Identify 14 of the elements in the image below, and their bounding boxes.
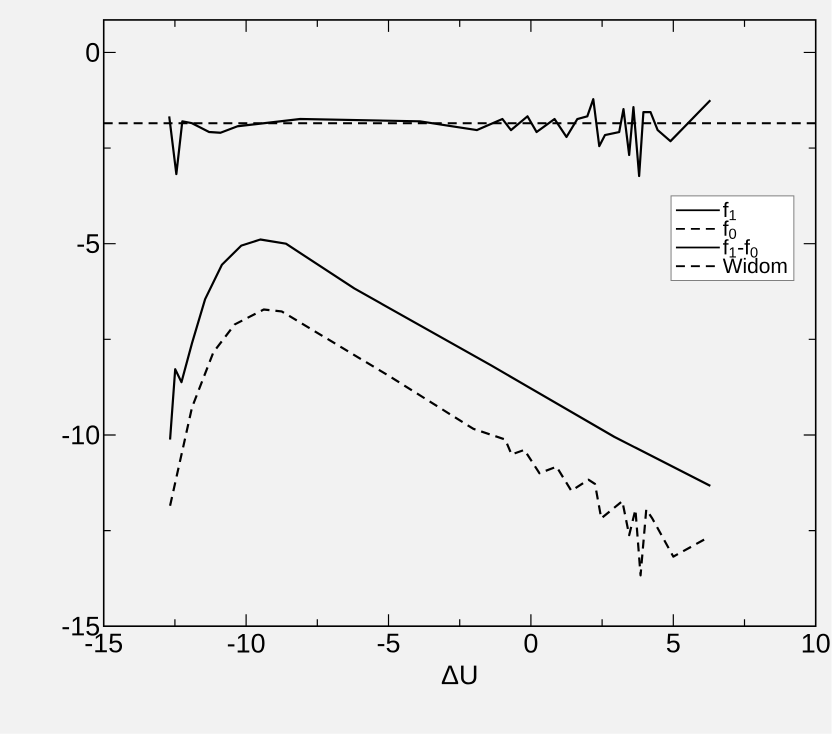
legend-label: f$_{1}$-f$_{0}$: [723, 239, 758, 258]
legend-label: f$_{1}$: [723, 202, 736, 220]
x-tick-label: 5: [666, 634, 680, 653]
x-tick-label: 10: [802, 634, 830, 653]
x-tick-label: -10: [228, 634, 265, 653]
y-tick-label: -15: [62, 616, 100, 636]
y-tick-label: 0: [86, 42, 100, 62]
x-axis-title: ΔU: [442, 666, 476, 684]
legend-label: f$_{0}$: [723, 220, 736, 239]
y-tick-label: -5: [77, 234, 100, 254]
legend-label: Widom: [722, 258, 786, 274]
x-tick-label: 0: [524, 634, 538, 653]
y-tick-label: -10: [62, 425, 100, 445]
x-tick-label: -5: [378, 634, 400, 653]
